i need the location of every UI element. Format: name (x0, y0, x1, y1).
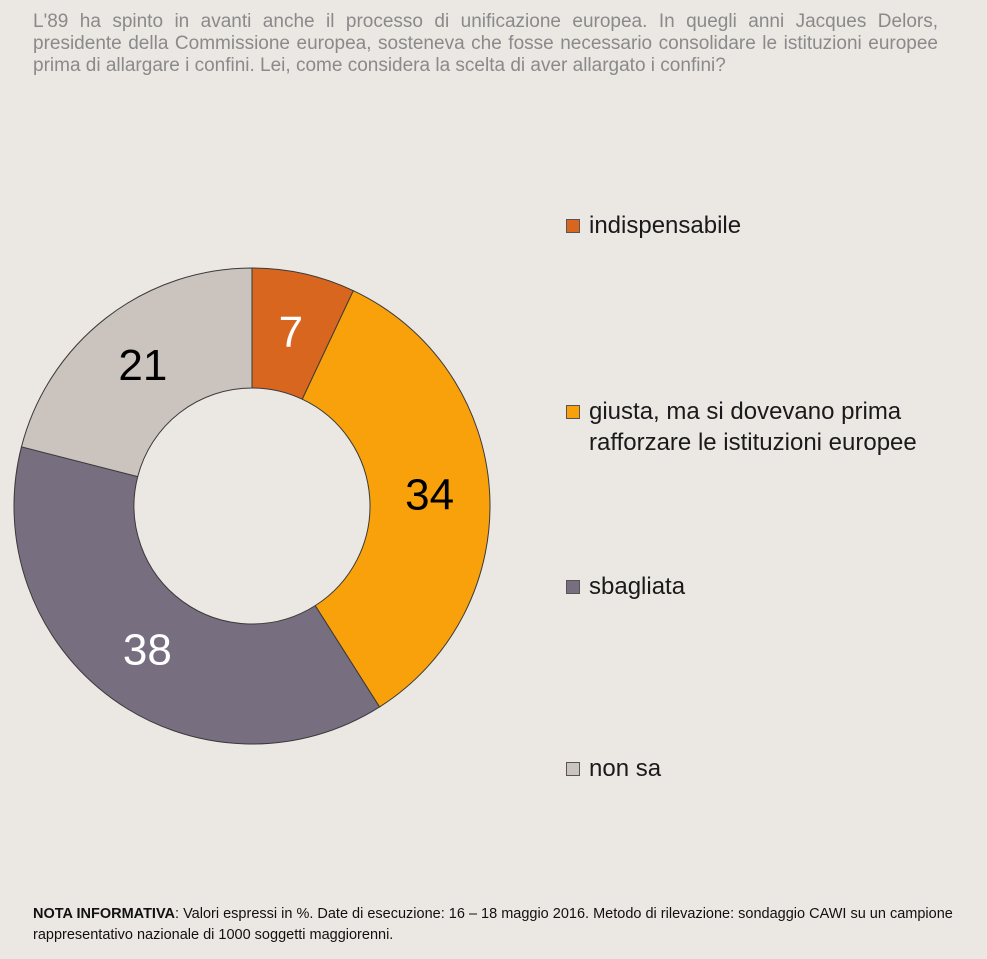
slice-value-label-0: 7 (279, 308, 303, 357)
legend-label: giusta, ma si dovevano prima (589, 398, 902, 425)
legend-swatch-giusta (566, 405, 580, 419)
legend-item-non-sa: non sa (566, 753, 661, 784)
donut-slice-3 (20, 267, 253, 478)
slice-value-label-1: 34 (405, 470, 454, 519)
legend-item-sbagliata: sbagliata (566, 571, 685, 602)
donut-chart: 7 34 38 21 (13, 267, 491, 745)
note-text: : Valori espressi in %. Date di esecuzio… (33, 906, 953, 943)
note-label: NOTA INFORMATIVA (33, 906, 176, 922)
legend-item-giusta: giusta, ma si dovevano prima rafforzare … (566, 396, 917, 458)
legend-label: sbagliata (589, 573, 686, 600)
legend-item-indispensabile: indispensabile (566, 210, 741, 241)
legend-label: indispensabile (589, 212, 742, 239)
legend-swatch-indispensabile (566, 219, 580, 233)
methodology-note: NOTA INFORMATIVA: Valori espressi in %. … (33, 904, 963, 946)
legend-swatch-non-sa (566, 762, 580, 776)
donut-slice-2 (13, 446, 381, 745)
question-text: L'89 ha spinto in avanti anche il proces… (33, 11, 938, 76)
legend-label-line2: rafforzare le istituzioni europee (589, 429, 917, 456)
legend-label: non sa (589, 755, 662, 782)
legend-swatch-sbagliata (566, 580, 580, 594)
donut-slice-1 (301, 289, 491, 708)
slice-value-label-3: 21 (118, 341, 167, 390)
slice-value-label-2: 38 (123, 626, 172, 675)
